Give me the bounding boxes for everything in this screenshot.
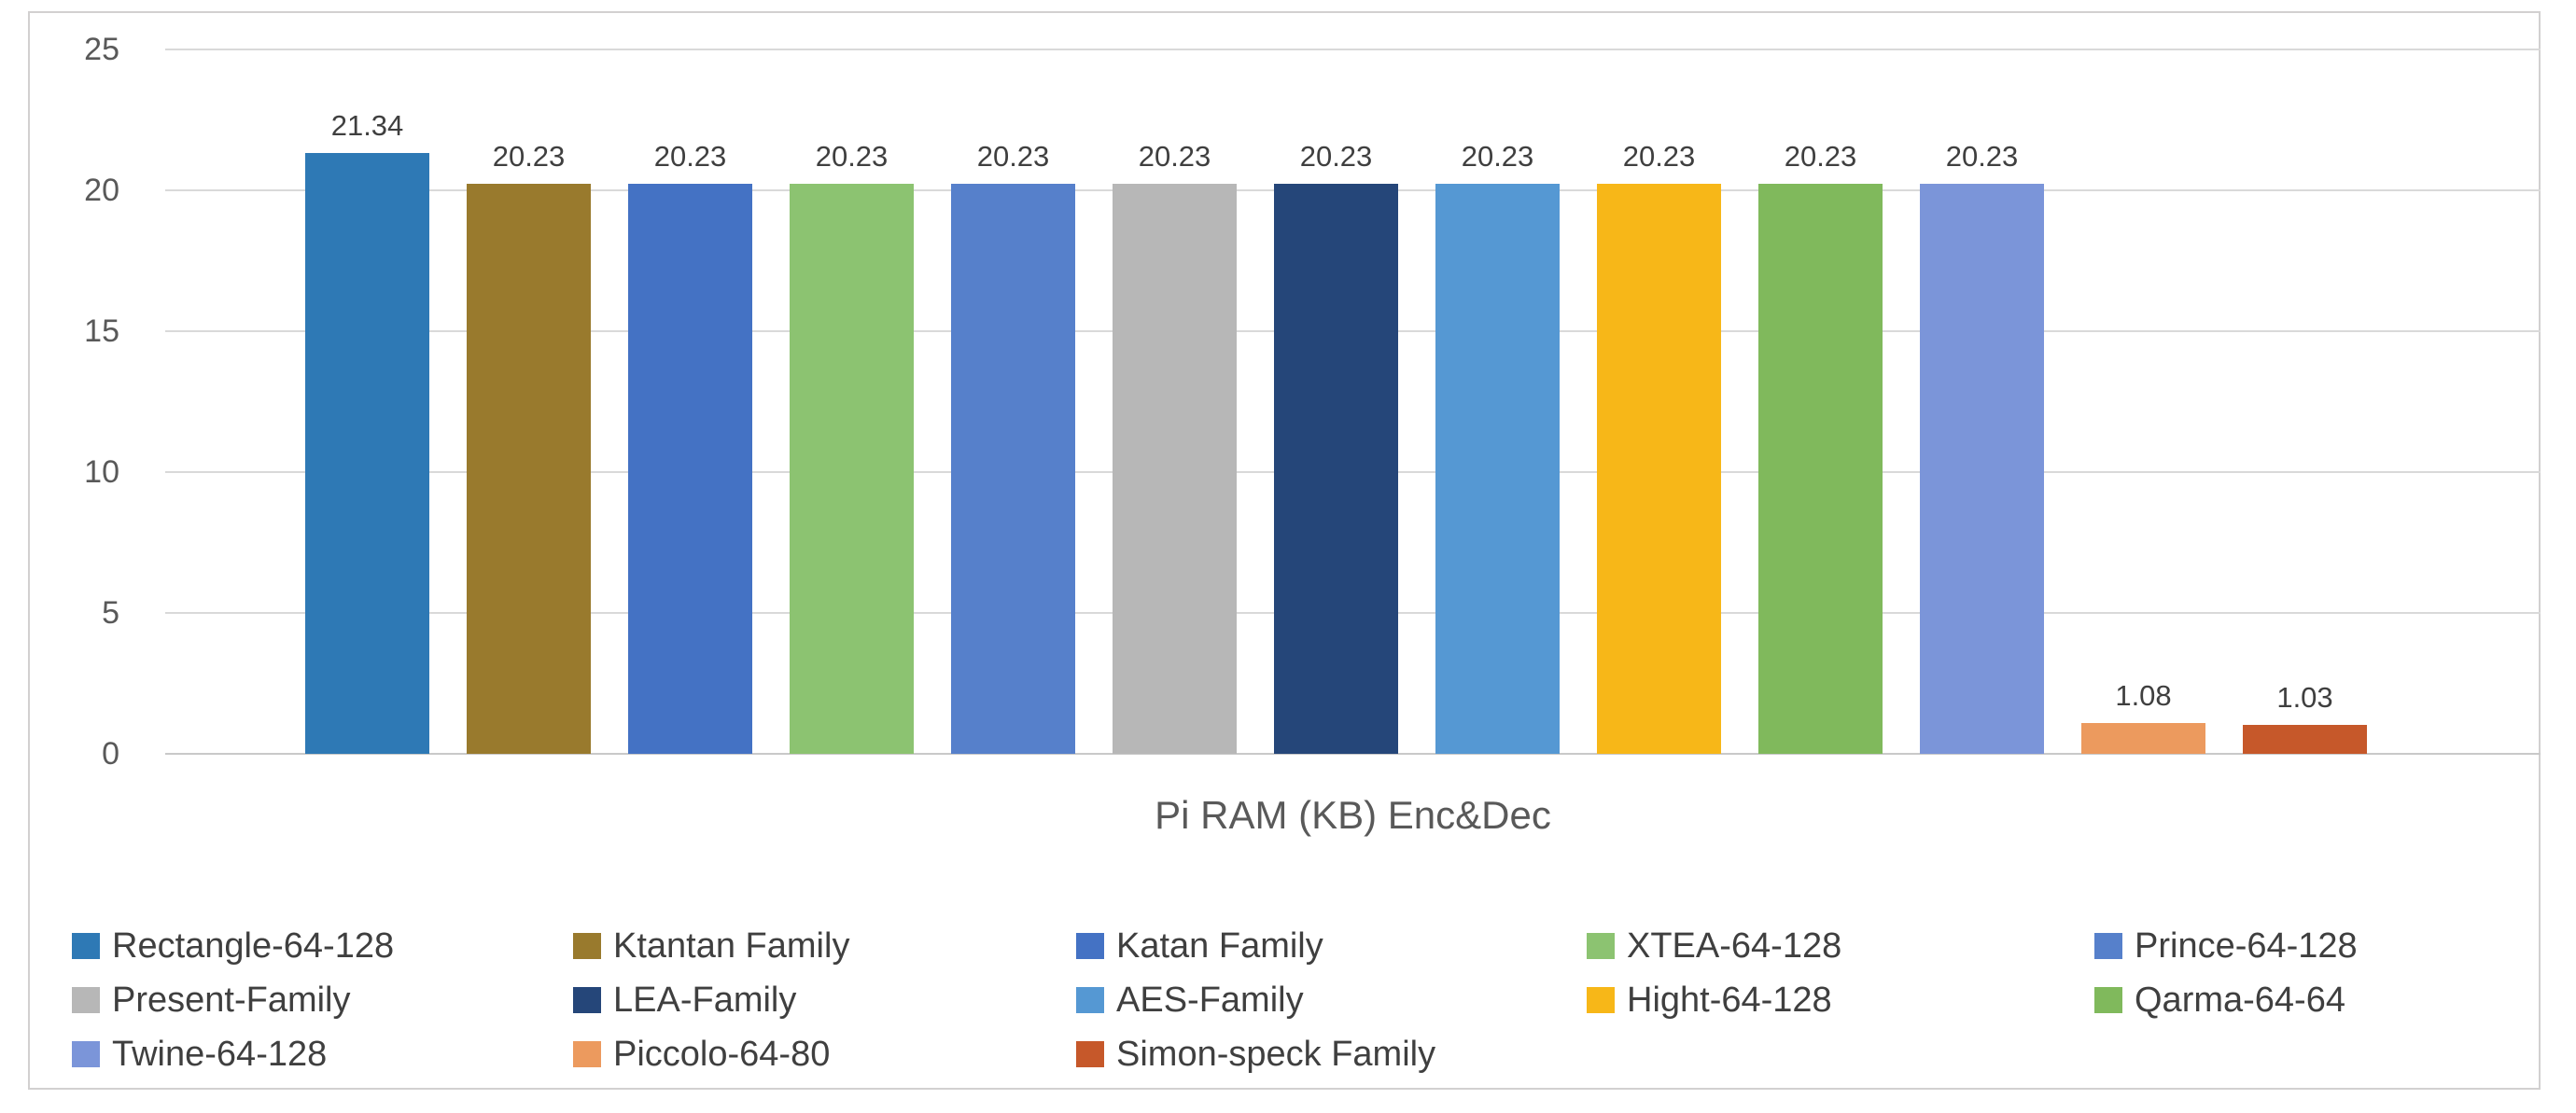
bar [628,184,752,754]
bar [790,184,914,754]
legend-swatch-icon [72,987,100,1013]
bar [305,152,429,754]
bar [1758,184,1883,754]
legend-label: Qarma-64-64 [2135,980,2345,1020]
plot-area: 21.34 20.23 20.23 20.23 20.23 20.23 20.23 20.23… [165,49,2541,755]
legend-item: Piccolo-64-80 [573,1034,831,1074]
legend-item: XTEA-64-128 [1587,925,1842,966]
legend-item: Hight-64-128 [1587,980,1832,1020]
gridline [165,753,2541,755]
legend-label: LEA-Family [613,980,797,1020]
legend: Rectangle-64-128 Ktantan Family Katan Fami… [30,13,2539,1088]
legend-item: Simon-speck Family [1076,1034,1436,1074]
legend-label: Prince-64-128 [2135,925,2358,966]
legend-swatch-icon [573,987,601,1013]
legend-label: Ktantan Family [613,925,850,966]
bar [1113,184,1237,754]
legend-label: Twine-64-128 [112,1034,328,1074]
legend-swatch-icon [1076,933,1104,959]
legend-item: AES-Family [1076,980,1304,1020]
bar [1597,184,1721,754]
legend-label: Hight-64-128 [1627,980,1832,1020]
legend-swatch-icon [2094,933,2122,959]
bar-value-label: 21.34 [330,108,404,142]
bar-value-label: 1.08 [2115,679,2172,713]
legend-label: Present-Family [112,980,351,1020]
legend-swatch-icon [72,933,100,959]
legend-item: Ktantan Family [573,925,850,966]
y-tick-label: 0 [102,736,119,772]
bar-value-label: 20.23 [492,140,566,174]
bar-value-label: 20.23 [1299,140,1373,174]
legend-item: Qarma-64-64 [2094,980,2345,1020]
bar [951,184,1075,754]
legend-swatch-icon [1587,987,1615,1013]
y-tick-label: 15 [84,313,119,349]
bar-value-label: 20.23 [1784,140,1857,174]
legend-swatch-icon [1076,987,1104,1013]
bar-value-label: 20.23 [1945,140,2019,174]
legend-swatch-icon [573,1041,601,1067]
chart-frame: 21.34 20.23 20.23 20.23 20.23 20.23 20.23 20.23… [28,11,2541,1090]
legend-item: Rectangle-64-128 [72,925,395,966]
bar-value-label: 20.23 [1461,140,1534,174]
legend-item: Prince-64-128 [2094,925,2358,966]
legend-item: Present-Family [72,980,351,1020]
bar [2243,724,2367,754]
legend-swatch-icon [573,933,601,959]
legend-item: LEA-Family [573,980,797,1020]
legend-label: XTEA-64-128 [1627,925,1842,966]
bar-value-label: 20.23 [1622,140,1696,174]
legend-label: Katan Family [1116,925,1323,966]
y-tick-label: 25 [84,32,119,67]
legend-label: Piccolo-64-80 [613,1034,831,1074]
y-tick-label: 5 [102,595,119,631]
legend-swatch-icon [72,1041,100,1067]
bar [2081,723,2205,754]
legend-label: AES-Family [1116,980,1304,1020]
legend-swatch-icon [1587,933,1615,959]
y-tick-label: 10 [84,454,119,490]
bar [467,184,591,754]
bar [1435,184,1560,754]
bar-value-label: 20.23 [1138,140,1211,174]
bar-value-label: 20.23 [815,140,889,174]
legend-item: Twine-64-128 [72,1034,328,1074]
legend-label: Simon-speck Family [1116,1034,1436,1074]
legend-swatch-icon [1076,1041,1104,1067]
y-tick-label: 20 [84,173,119,208]
bar-value-label: 20.23 [653,140,727,174]
bar [1920,184,2044,754]
gridline [165,49,2541,50]
bar-value-label: 20.23 [976,140,1050,174]
x-axis-title: Pi RAM (KB) Enc&Dec [1155,793,1551,837]
legend-label: Rectangle-64-128 [112,925,395,966]
legend-swatch-icon [2094,987,2122,1013]
bar-value-label: 1.03 [2276,680,2333,714]
legend-item: Katan Family [1076,925,1323,966]
bar [1274,184,1398,754]
